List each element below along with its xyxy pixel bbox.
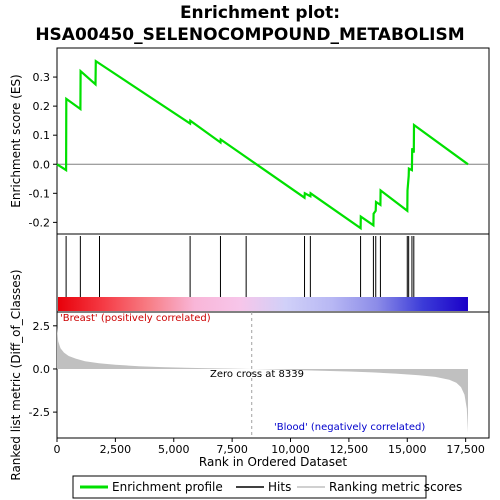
es-y-tick-label: 0.1 [33,129,51,142]
positive-class-label: 'Breast' (positively correlated) [60,313,211,324]
legend-label-hits: Hits [268,480,291,494]
enrichment-profile-line [56,59,469,231]
es-y-tick-label: -0.1 [29,187,50,200]
es-y-axis-label: Enrichment score (ES) [9,74,23,207]
x-tick-label: 0 [54,443,61,456]
legend-label-enrichment: Enrichment profile [112,480,223,494]
metric-layer: -2.5 0.0 2.5 [29,312,468,438]
rank-color-bar [58,297,468,311]
metric-y-tick-label: 0.0 [33,363,51,376]
x-axis-label: Rank in Ordered Dataset [199,455,347,469]
legend-label-ranking: Ranking metric scores [329,480,462,494]
x-tick-label: 17,500 [446,443,485,456]
zero-cross-label: Zero cross at 8339 [210,369,304,380]
ranking-metric-area [57,327,468,433]
x-tick-label: 7,500 [216,443,248,456]
es-panel-frame [56,47,490,235]
x-tick-label: 12,500 [330,443,369,456]
hits-layer [58,236,468,311]
negative-class-label: 'Blood' (negatively correlated) [274,422,425,433]
es-y-tick-label: 0.2 [33,100,51,113]
x-axis: 0 2,500 5,000 7,500 10,000 12,500 15,000 17,500 [54,438,485,456]
x-tick-label: 2,500 [100,443,132,456]
x-tick-label: 10,000 [271,443,310,456]
metric-y-tick-label: -2.5 [29,406,50,419]
es-y-tick-label: -0.2 [29,216,50,229]
x-tick-label: 5,000 [158,443,190,456]
es-y-tick-label: 0.3 [33,71,51,84]
x-tick-label: 15,000 [388,443,427,456]
metric-panel-frame [56,311,490,439]
chart-title-line2: HSA00450_SELENOCOMPOUND_METABOLISM [35,25,464,45]
chart-title-line1: Enrichment plot: [180,3,340,23]
es-y-tick-label: 0.0 [33,158,51,171]
metric-y-axis-label: Ranked list metric (Diff_of_Classes) [9,269,23,480]
metric-y-tick-label: 2.5 [33,320,51,333]
es-layer: -0.2 -0.1 0.0 0.1 0.2 0.3 [29,59,489,231]
